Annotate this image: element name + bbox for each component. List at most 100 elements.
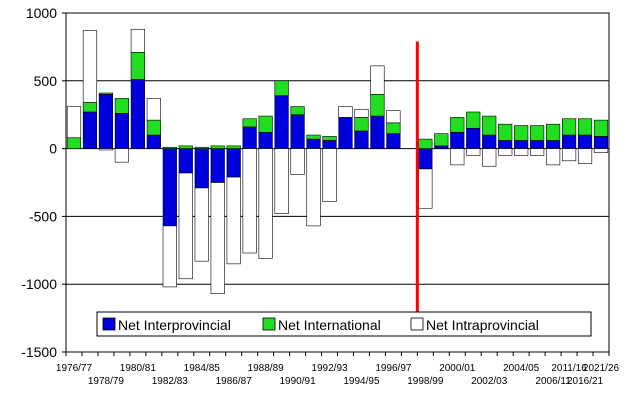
- x-tick-label-upper: 2021/26: [583, 363, 620, 374]
- y-tick-label: 1000: [26, 5, 57, 21]
- bar-intraprovincial: [98, 148, 114, 151]
- bar-international: [290, 106, 305, 116]
- bar-international: [370, 94, 385, 117]
- bar-intraprovincial: [178, 172, 193, 280]
- bar-international: [450, 117, 465, 133]
- bar-international: [386, 122, 401, 134]
- bar-intraprovincial: [577, 148, 593, 164]
- bar-international: [226, 145, 241, 149]
- bar-international: [242, 118, 257, 128]
- bar-international: [546, 123, 561, 141]
- bar-interprovincial: [146, 134, 161, 149]
- bar-intraprovincial: [450, 148, 465, 166]
- bar-international: [114, 98, 129, 114]
- bar-intraprovincial: [482, 148, 497, 167]
- bar-interprovincial: [322, 140, 337, 149]
- bar-interprovincial: [82, 111, 98, 149]
- bar-international: [530, 125, 545, 141]
- bar-international: [98, 92, 114, 95]
- bar-interprovincial: [434, 145, 449, 149]
- bar-intraprovincial: [354, 108, 369, 118]
- bar-international: [514, 125, 529, 141]
- bar-interprovincial: [98, 94, 114, 149]
- bar-international: [561, 118, 577, 136]
- plot-frame: [65, 12, 610, 353]
- y-tick-label: -1000: [21, 276, 57, 292]
- bar-interprovincial: [162, 148, 177, 227]
- bar-intraprovincial: [514, 148, 529, 156]
- x-tick-label-upper: 1984/85: [184, 363, 221, 374]
- bar-interprovincial: [498, 140, 513, 149]
- bar-interprovincial: [114, 113, 129, 149]
- bar-intraprovincial: [338, 106, 353, 118]
- bar-intraprovincial: [498, 148, 513, 156]
- legend-swatch-international: [262, 317, 276, 331]
- bar-interprovincial: [242, 126, 257, 149]
- bar-intraprovincial: [130, 28, 145, 53]
- bar-international: [434, 133, 449, 147]
- y-tick-label: 0: [49, 141, 57, 157]
- bar-intraprovincial: [530, 148, 545, 156]
- bar-intraprovincial: [210, 182, 225, 294]
- bar-interprovincial: [354, 130, 369, 149]
- bar-interprovincial: [178, 148, 193, 174]
- x-tick-label-lower: 2002/03: [471, 376, 508, 387]
- x-tick-label-upper: 1988/89: [248, 363, 285, 374]
- bar-intraprovincial: [593, 148, 609, 153]
- bar-interprovincial: [466, 127, 481, 149]
- x-tick-label-upper: 2000/01: [439, 363, 476, 374]
- bar-international: [178, 145, 193, 149]
- bar-intraprovincial: [194, 187, 209, 262]
- bar-international: [210, 145, 225, 149]
- bar-intraprovincial: [306, 148, 321, 227]
- bar-interprovincial: [450, 132, 465, 149]
- bar-interprovincial: [338, 117, 353, 149]
- bar-intraprovincial: [546, 148, 561, 166]
- bar-interprovincial: [194, 148, 209, 189]
- bar-interprovincial: [210, 148, 225, 183]
- x-tick-label-upper: 1992/93: [311, 363, 348, 374]
- bar-international: [593, 119, 609, 137]
- bar-intraprovincial: [66, 106, 82, 139]
- legend-label-intraprovincial: Net Intraprovincial: [426, 317, 539, 333]
- bar-intraprovincial: [290, 148, 305, 175]
- y-tick-label: 500: [34, 73, 58, 89]
- bar-intraprovincial: [418, 168, 433, 209]
- y-tick-label: -500: [29, 208, 57, 224]
- bar-interprovincial: [561, 134, 577, 149]
- x-tick-label-lower: 2016/21: [567, 376, 604, 387]
- x-tick-label-lower: 1990/91: [279, 376, 316, 387]
- bar-international: [162, 146, 177, 149]
- bar-interprovincial: [514, 140, 529, 149]
- bar-international: [258, 115, 273, 133]
- x-tick-label-lower: 1998/99: [407, 376, 444, 387]
- x-tick-label-upper: 1996/97: [375, 363, 412, 374]
- bar-interprovincial: [546, 140, 561, 149]
- bar-intraprovincial: [82, 30, 98, 103]
- bar-international: [194, 146, 209, 149]
- x-tick-label-lower: 1978/79: [88, 376, 125, 387]
- x-tick-label-lower: 2006/11: [535, 376, 571, 387]
- bar-intraprovincial: [370, 65, 385, 95]
- bar-international: [418, 138, 433, 149]
- bar-interprovincial: [290, 114, 305, 149]
- legend-label-international: Net International: [278, 317, 381, 333]
- bar-interprovincial: [418, 148, 433, 170]
- bar-interprovincial: [274, 95, 289, 149]
- bar-international: [82, 102, 98, 113]
- legend-swatch-interprovincial: [102, 317, 116, 331]
- bar-international: [466, 111, 481, 129]
- bar-international: [498, 123, 513, 141]
- bar-intraprovincial: [226, 176, 241, 265]
- x-tick-label-upper: 2004/05: [503, 363, 540, 374]
- bar-intraprovincial: [258, 148, 273, 259]
- bar-international: [577, 118, 593, 136]
- bar-intraprovincial: [386, 110, 401, 124]
- bar-intraprovincial: [162, 225, 177, 288]
- bar-interprovincial: [530, 140, 545, 149]
- bar-interprovincial: [370, 115, 385, 149]
- bar-interprovincial: [593, 136, 609, 149]
- x-tick-label-lower: 1982/83: [152, 376, 189, 387]
- bar-international: [354, 117, 369, 132]
